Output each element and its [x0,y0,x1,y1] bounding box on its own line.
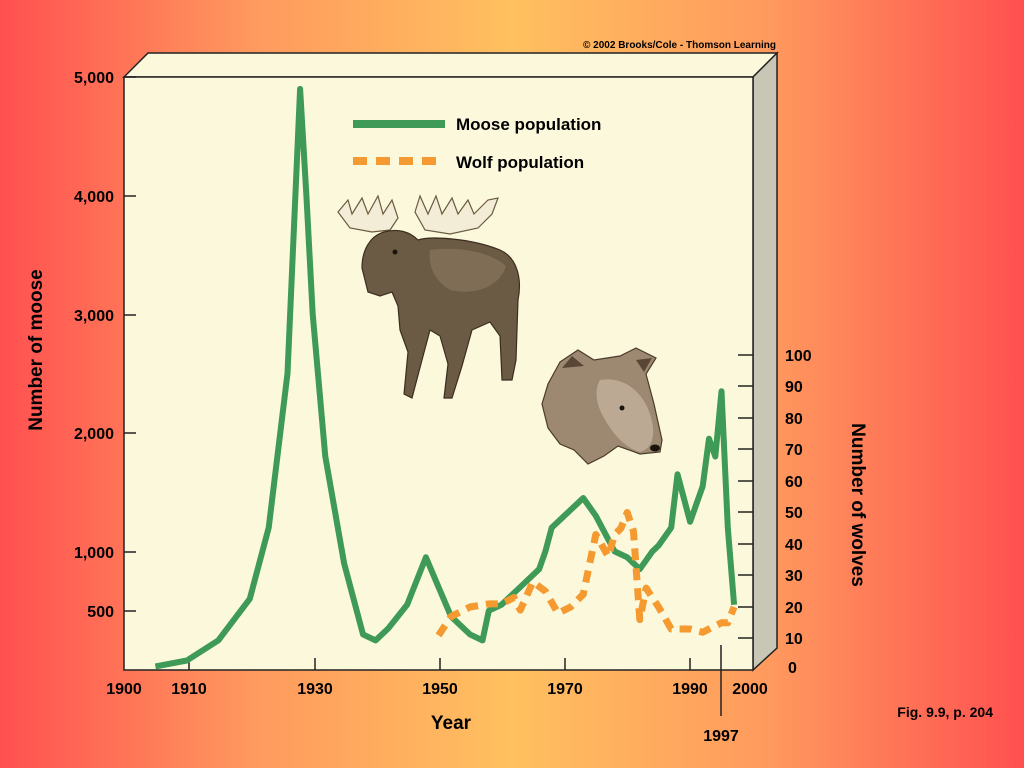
plot-area [123,76,754,671]
y-left-tick-label: 4,000 [74,189,114,206]
y-left-tick-label: 1,000 [74,545,114,562]
x-tick-label: 1950 [422,681,458,698]
y-right-tick-label: 70 [785,442,803,459]
moose-illustration [337,194,521,399]
y-left-axis-title: Number of moose [26,269,47,431]
wolf-illustration [541,347,663,465]
x-tick-label: 1900 [106,681,142,698]
y-right-tick-label: 60 [785,474,803,491]
y-right-tick-label: 20 [785,600,803,617]
plot-top-face [122,52,779,78]
y-right-axis: 100 90 80 70 60 50 40 30 20 10 0 [738,348,812,677]
copyright-text: © 2002 Brooks/Cole - Thomson Learning [583,40,776,51]
moose-population-line [154,85,738,670]
y-right-tick-label: 30 [785,568,803,585]
y-right-tick-label: 0 [788,660,797,677]
y-left-tick-label: 500 [87,604,114,621]
legend: Moose population Wolf population [353,115,601,172]
y-right-axis-title: Number of wolves [847,423,868,587]
legend-wolf-label: Wolf population [456,153,584,172]
figure-caption: Fig. 9.9, p. 204 [897,704,993,720]
y-left-axis: 5,000 4,000 3,000 2,000 1,000 500 [74,70,136,621]
x-axis: 1900 1910 1930 1950 1970 1990 2000 1997 [106,645,768,745]
x-tick-label: 1970 [547,681,583,698]
x-annotation-1997: 1997 [703,728,739,745]
y-right-tick-label: 90 [785,379,803,396]
legend-moose-label: Moose population [456,115,601,134]
x-axis-title: Year [431,713,472,734]
x-tick-label: 1930 [297,681,333,698]
y-left-tick-label: 5,000 [74,70,114,87]
y-right-tick-label: 40 [785,537,803,554]
x-tick-label: 1910 [171,681,207,698]
y-right-tick-label: 80 [785,411,803,428]
x-tick-label: 1990 [672,681,708,698]
y-right-tick-label: 100 [785,348,812,365]
y-right-tick-label: 50 [785,505,803,522]
y-left-tick-label: 3,000 [74,308,114,325]
y-left-tick-label: 2,000 [74,426,114,443]
plot-side-face [752,51,778,672]
y-right-tick-label: 10 [785,631,803,648]
x-tick-label: 2000 [732,681,768,698]
wolf-population-line [435,509,738,638]
series-layer [154,85,738,670]
